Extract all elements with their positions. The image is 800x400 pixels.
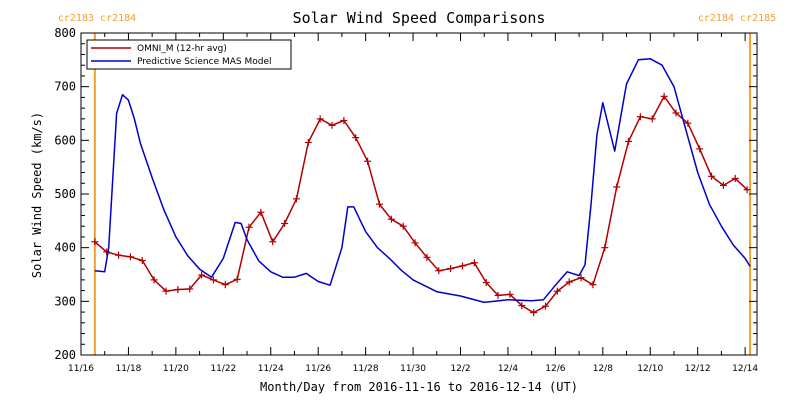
y-tick-label: 800 (54, 26, 76, 40)
x-tick-label: 11/26 (305, 364, 331, 374)
data-point-marker (470, 259, 478, 267)
data-point-marker (577, 274, 585, 282)
y-tick-label: 500 (54, 187, 76, 201)
x-tick-label: 12/14 (732, 364, 758, 374)
data-point-marker (482, 279, 490, 287)
data-point-marker (648, 115, 656, 123)
data-point-marker (565, 278, 573, 286)
x-tick-label: 11/20 (163, 364, 189, 374)
legend: OMNI_M (12-hr avg) Predictive Science MA… (86, 39, 292, 70)
y-tick-labels: 200 300 400 500 600 700 800 (54, 26, 76, 362)
x-tick-label: 12/12 (685, 364, 711, 374)
data-point-marker (340, 116, 348, 124)
data-point-marker (506, 290, 514, 298)
data-point-marker (103, 248, 111, 256)
series-line-mas (94, 58, 751, 304)
x-tick-label: 12/2 (450, 364, 470, 374)
data-point-marker (542, 302, 550, 310)
data-point-marker (150, 276, 158, 284)
data-point-marker (423, 253, 431, 261)
x-tick-labels: 11/16 11/18 11/20 11/22 11/24 11/26 11/28 11/30… (68, 364, 758, 374)
data-point-marker (292, 195, 300, 203)
data-point-marker (245, 223, 253, 231)
x-tick-label: 11/30 (400, 364, 426, 374)
data-point-marker (233, 275, 241, 283)
data-point-marker (328, 121, 336, 129)
data-point-marker (636, 113, 644, 121)
data-point-marker (257, 208, 265, 216)
data-point-marker (387, 215, 395, 223)
data-point-marker (435, 267, 443, 275)
y-tick-label: 300 (54, 294, 76, 308)
legend-label-mas: Predictive Science MAS Model (137, 57, 272, 67)
data-point-marker (186, 285, 194, 293)
plot-frame (80, 32, 758, 356)
data-point-marker (518, 302, 526, 310)
cr-label-left: cr2183 cr2184 (58, 13, 136, 24)
data-point-marker (138, 257, 146, 265)
legend-label-omni: OMNI_M (12-hr avg) (137, 44, 227, 54)
data-point-marker (352, 134, 360, 142)
x-tick-label: 11/24 (258, 364, 284, 374)
data-point-marker (209, 276, 217, 284)
data-point-marker (162, 287, 170, 295)
data-point-marker (494, 291, 502, 299)
chart-title: Solar Wind Speed Comparisons (293, 9, 546, 27)
data-point-marker (625, 137, 633, 145)
x-tick-label: 11/22 (210, 364, 236, 374)
series-layer (91, 58, 751, 317)
data-point-marker (375, 200, 383, 208)
y-tick-label: 400 (54, 241, 76, 255)
data-point-marker (708, 172, 716, 180)
data-point-marker (672, 109, 680, 117)
data-point-marker (269, 238, 277, 246)
data-point-marker (316, 115, 324, 123)
data-point-marker (589, 281, 597, 289)
y-axis-label: Solar Wind Speed (km/s) (30, 112, 44, 278)
series-line-omni (94, 95, 748, 314)
data-point-marker (613, 183, 621, 191)
data-point-marker (174, 286, 182, 294)
y-tick-label: 600 (54, 133, 76, 147)
data-point-marker (530, 309, 538, 317)
data-point-marker (411, 239, 419, 247)
data-point-marker (660, 92, 668, 100)
data-point-marker (126, 253, 134, 261)
data-point-marker (91, 238, 99, 246)
legend-box (86, 39, 292, 70)
x-tick-label: 11/28 (353, 364, 379, 374)
axis-ticks (80, 32, 757, 356)
x-tick-label: 12/6 (545, 364, 565, 374)
data-point-marker (304, 138, 312, 146)
x-tick-label: 12/10 (637, 364, 663, 374)
data-point-marker (364, 157, 372, 165)
data-point-marker (198, 271, 206, 279)
y-tick-label: 200 (54, 348, 76, 362)
data-point-marker (553, 287, 561, 295)
data-point-marker (731, 174, 739, 182)
data-point-marker (684, 119, 692, 127)
data-point-marker (281, 220, 289, 228)
x-axis-label: Month/Day from 2016-11-16 to 2016-12-14 … (260, 380, 578, 394)
data-point-marker (115, 251, 123, 259)
cr-label-right: cr2184 cr2185 (698, 13, 776, 24)
data-point-marker (696, 145, 704, 153)
x-tick-label: 12/4 (498, 364, 518, 374)
data-point-marker (221, 281, 229, 289)
data-point-marker (601, 244, 609, 252)
x-tick-label: 11/16 (68, 364, 94, 374)
data-point-marker (458, 262, 466, 270)
x-tick-label: 11/18 (115, 364, 141, 374)
data-point-marker (743, 186, 751, 194)
y-tick-label: 700 (54, 80, 76, 94)
data-point-marker (447, 265, 455, 273)
x-tick-label: 12/8 (593, 364, 613, 374)
data-point-marker (719, 181, 727, 189)
data-point-marker (399, 222, 407, 230)
